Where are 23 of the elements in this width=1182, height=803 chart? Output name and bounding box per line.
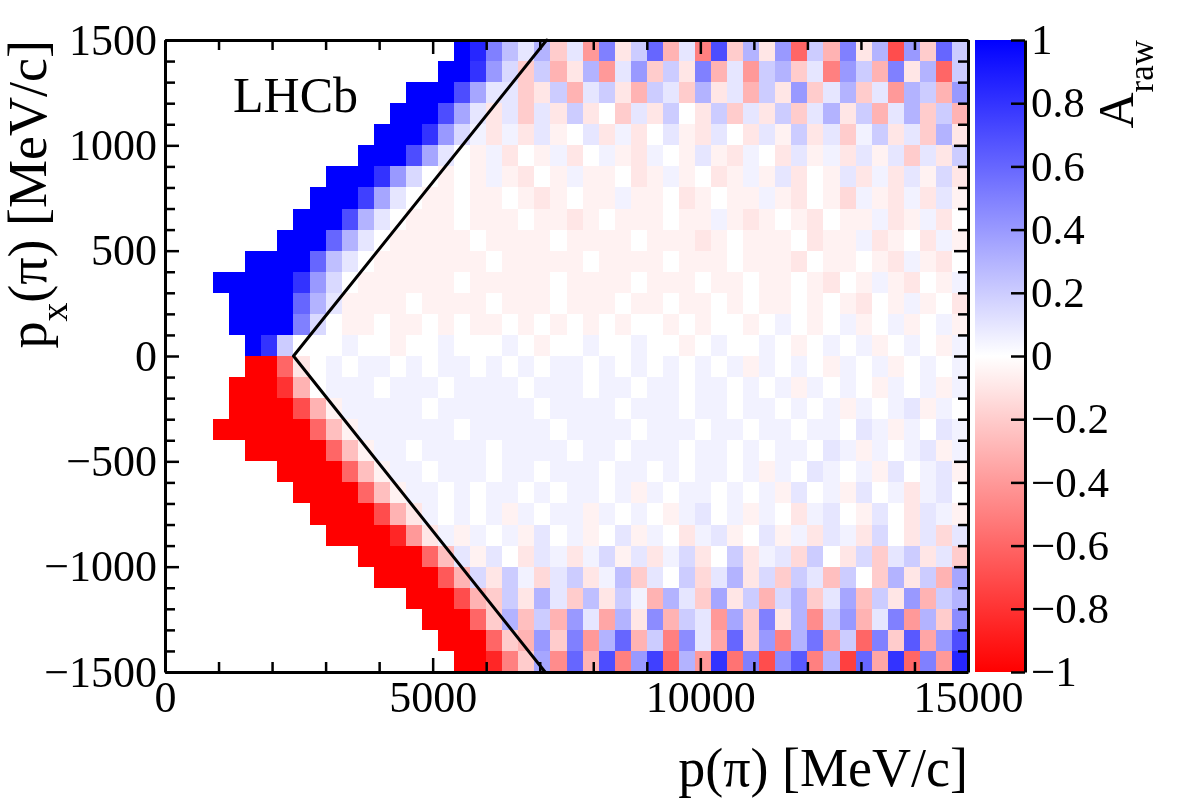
x-axis-title: p(π) [MeV/c]	[678, 738, 968, 798]
y-tick-label: −500	[66, 436, 157, 486]
y-tick-label: −1500	[44, 647, 157, 697]
color-bar-label: −0.2	[1031, 395, 1110, 443]
y-tick-label: 1000	[69, 120, 157, 170]
color-bar-label: 0.2	[1031, 269, 1085, 317]
x-tick-label: 10000	[645, 673, 756, 723]
y-tick-label: 0	[135, 331, 157, 381]
color-bar-label: 0.6	[1031, 142, 1085, 190]
color-bar-label: −0.4	[1031, 458, 1110, 506]
color-bar-label: 0	[1031, 332, 1053, 380]
color-bar-label: 0.4	[1031, 205, 1085, 253]
color-bar-label: −1	[1031, 648, 1077, 696]
annotation: LHCb	[233, 67, 358, 123]
x-tick-label: 15000	[913, 673, 1024, 723]
color-bar-label: −0.8	[1031, 585, 1110, 633]
color-bar-label: 0.8	[1031, 79, 1085, 127]
x-tick-label: 5000	[389, 673, 478, 723]
y-tick-label: −1000	[44, 542, 157, 592]
color-bar-label: 1	[1031, 16, 1053, 64]
y-tick-label: 500	[91, 226, 157, 276]
y-tick-label: 1500	[69, 15, 157, 65]
color-bar-label: −0.6	[1031, 521, 1110, 569]
